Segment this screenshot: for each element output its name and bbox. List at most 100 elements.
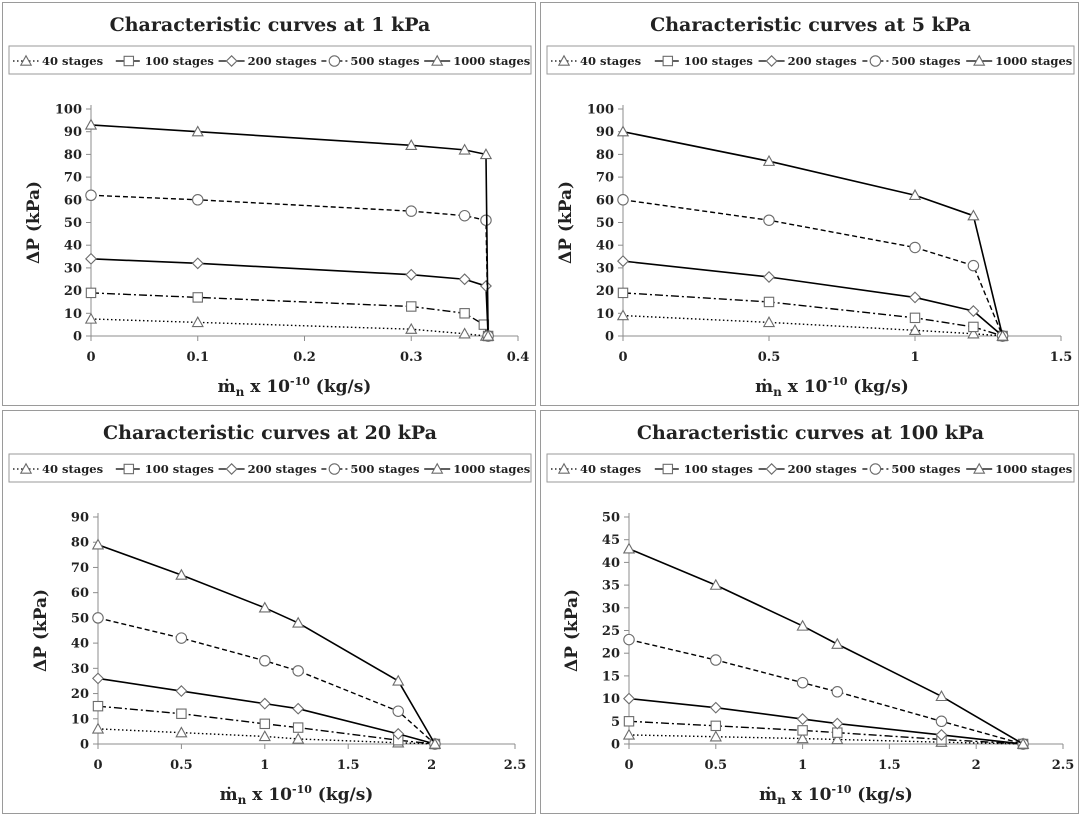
x-tick-label: 1 [798,758,807,773]
x-axis-label: ṁn x 10-10 (kg/s) [755,375,909,399]
data-point [831,733,844,745]
legend-frame [8,453,532,483]
x-tick-label: 2 [972,758,981,773]
legend-entry-1: 40 stages [551,462,641,476]
series-line [97,617,436,745]
chart-title: Characteristic curves at 1 kPa [110,14,431,36]
legend-marker-triangle-icon [973,54,986,66]
y-tick-label: 15 [602,669,620,684]
series-4 [623,633,1029,750]
series-line [628,734,1024,745]
data-point [459,308,470,319]
legend-frame [546,453,1075,483]
data-point [796,732,809,744]
legend: 40 stages 100 stages 200 stages 500 stages 1… [8,453,532,483]
legend-marker-triangle-icon [973,462,986,474]
data-point [258,697,271,710]
data-point [967,209,980,221]
legend-marker-diamond-icon [225,55,238,67]
x-tick-label: 1.5 [337,758,360,773]
series-line [622,314,1003,337]
series-5 [91,538,442,749]
y-tick-label: 50 [596,216,614,231]
legend-entry-4: 500 stages [862,54,960,68]
chart-title: Characteristic curves at 100 kPa [637,422,984,444]
legend-label: 500 stages [350,462,419,476]
legend-label: 200 stages [248,54,317,68]
x-tick-label: 0.5 [758,350,781,365]
data-point [908,188,922,200]
legend-label: 1000 stages [453,54,530,68]
data-point [92,700,104,712]
legend-label: 1000 stages [995,462,1072,476]
y-tick-label: 5 [611,715,620,730]
data-point [935,728,948,741]
legend-entry-5: 1000 stages [966,54,1072,68]
y-tick-label: 70 [596,171,614,186]
data-point [292,722,304,733]
x-axis-label: ṁn x 10-10 (kg/s) [218,375,372,399]
chart-panel-100kpa: Characteristic curves at 100 kPa 40 stage… [540,410,1079,814]
legend-label: 100 stages [684,54,753,68]
series-line [90,194,489,337]
chart-svg-1kpa: Characteristic curves at 1 kPa 40 stages 1… [8,14,532,399]
y-tick-label: 25 [602,624,620,639]
y-tick-label: 10 [596,307,614,322]
data-point [405,138,418,151]
legend-entry-4: 500 stages [321,462,419,476]
y-tick-label: 35 [602,579,620,594]
series-line [90,318,489,337]
y-tick-label: 80 [596,148,614,163]
data-point [617,255,629,268]
legend-entry-3: 200 stages [758,462,857,476]
series-4 [85,189,494,342]
data-point [763,214,775,226]
x-tick-label: 0 [93,758,102,773]
y-tick-label: 10 [602,692,620,707]
legend-marker-circle-icon [869,55,882,67]
data-point [175,685,188,698]
series-2 [617,287,1008,342]
data-point [191,316,204,328]
y-tick-label: 90 [596,125,614,140]
data-point [831,717,844,730]
data-point [292,616,305,628]
data-point [710,654,722,666]
y-tick-label: 40 [602,556,620,571]
legend-label: 100 stages [684,462,753,476]
data-point [968,321,979,333]
legend: 40 stages 100 stages 200 stages 500 stages 1… [546,453,1075,483]
y-tick-label: 10 [64,307,82,322]
data-point [479,148,493,160]
y-tick-label: 60 [596,193,614,208]
legend-marker-triangle-icon [557,462,571,474]
legend-marker-triangle-icon [557,54,571,66]
data-point [85,287,97,299]
x-tick-label: 0 [624,758,633,773]
y-axis-label: ΔP (kPa) [24,181,44,264]
y-tick-label: 70 [71,561,89,576]
data-point [292,665,304,677]
data-point [796,676,809,689]
legend-label: 100 stages [145,462,214,476]
y-axis-label: ΔP (kPa) [31,589,51,672]
data-point [967,327,980,339]
legend-entry-2: 100 stages [654,54,753,68]
data-point [458,327,471,339]
x-tick-label: 0.4 [507,350,530,365]
legend-entry-3: 200 stages [218,54,317,68]
y-tick-label: 100 [55,103,82,118]
y-tick-label: 90 [71,511,89,526]
legend-entry-4: 500 stages [862,462,960,476]
data-point [616,125,630,137]
chart-title: Characteristic curves at 5 kPa [650,14,971,36]
series-line [628,720,1024,745]
data-point [481,329,495,341]
y-tick-label: 50 [64,216,82,231]
y-tick-label: 20 [596,284,614,299]
chart-svg-100kpa: Characteristic curves at 100 kPa 40 stage… [546,422,1075,807]
y-tick-label: 70 [64,171,82,186]
data-point [392,727,405,740]
data-point [622,542,636,554]
x-tick-label: 1 [260,758,269,773]
